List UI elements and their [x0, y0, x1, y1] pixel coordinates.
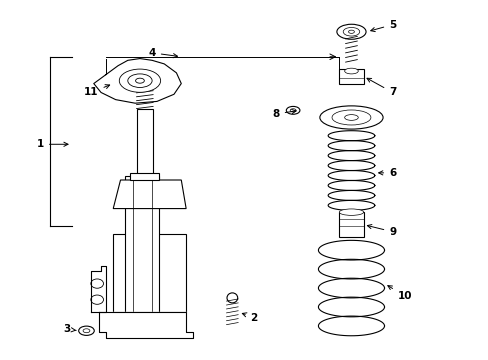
Ellipse shape — [348, 30, 354, 33]
Bar — [136, 109, 153, 176]
Text: 8: 8 — [272, 109, 296, 119]
Polygon shape — [99, 312, 193, 338]
Bar — [125, 176, 159, 312]
Polygon shape — [91, 266, 106, 312]
Ellipse shape — [336, 24, 366, 39]
Text: 4: 4 — [148, 48, 177, 58]
Polygon shape — [113, 234, 186, 312]
Ellipse shape — [319, 106, 382, 129]
Ellipse shape — [286, 107, 299, 114]
Ellipse shape — [339, 209, 363, 215]
Ellipse shape — [331, 110, 370, 125]
Text: 11: 11 — [84, 85, 109, 98]
Ellipse shape — [344, 114, 358, 120]
Text: 9: 9 — [366, 225, 396, 237]
Ellipse shape — [344, 68, 358, 74]
Ellipse shape — [79, 326, 94, 336]
Polygon shape — [113, 180, 186, 208]
Ellipse shape — [135, 78, 144, 83]
Ellipse shape — [289, 109, 295, 112]
Text: 5: 5 — [370, 19, 396, 32]
Text: 7: 7 — [366, 78, 396, 98]
Polygon shape — [94, 59, 181, 103]
Ellipse shape — [226, 293, 237, 303]
Text: 2: 2 — [242, 312, 257, 323]
Ellipse shape — [119, 69, 160, 92]
Text: 6: 6 — [378, 168, 396, 178]
Ellipse shape — [127, 74, 152, 87]
Text: 1: 1 — [37, 139, 68, 149]
Bar — [339, 68, 363, 84]
Text: 3: 3 — [63, 324, 76, 334]
Ellipse shape — [83, 329, 90, 333]
Bar — [130, 173, 159, 180]
Text: 10: 10 — [387, 285, 411, 301]
Ellipse shape — [343, 27, 359, 36]
Bar — [339, 212, 363, 237]
